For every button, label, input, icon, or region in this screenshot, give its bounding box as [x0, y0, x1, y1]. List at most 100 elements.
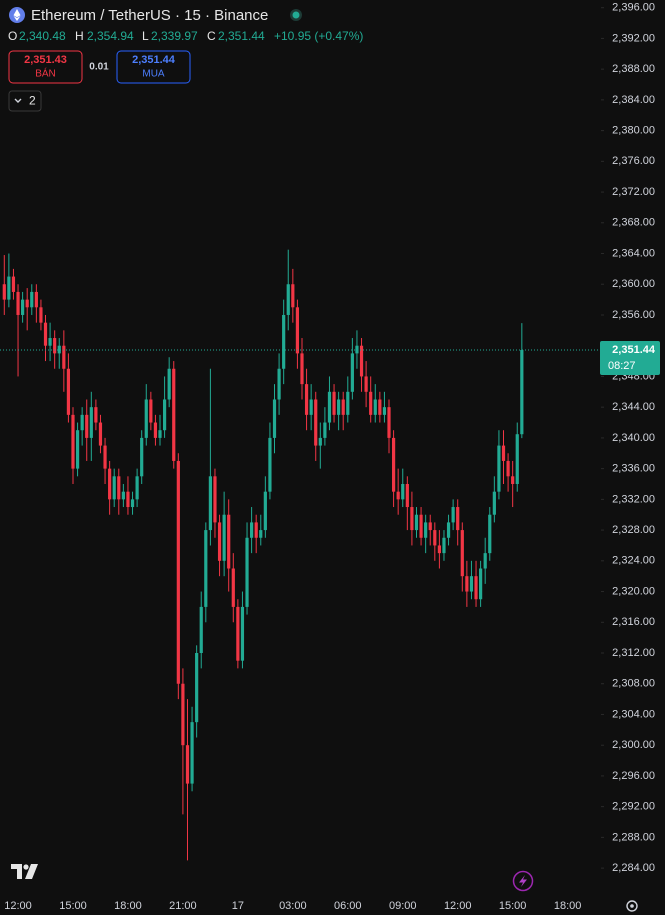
candle-body	[130, 499, 135, 508]
ohlc-value: 2,351.44	[218, 29, 265, 43]
candle-body	[282, 314, 286, 369]
x-tick-label: 18:00	[114, 900, 142, 912]
logo-part	[25, 864, 38, 879]
y-tick-label: 2,320.00	[612, 585, 655, 597]
candle-body	[314, 399, 318, 446]
candle-body	[295, 307, 300, 354]
candle-body	[341, 399, 345, 415]
candle-body	[7, 276, 11, 300]
candle-body	[332, 391, 336, 415]
candle-body	[263, 491, 267, 531]
alert-button[interactable]	[512, 870, 534, 892]
candle-body	[346, 391, 350, 415]
candle-body	[153, 422, 158, 438]
candle-body	[419, 514, 423, 538]
last-price-label: 2,351.44	[612, 344, 656, 356]
candle-body	[442, 537, 446, 554]
indicator-toggle[interactable]	[8, 90, 42, 112]
candle-body	[369, 391, 373, 415]
candle-body	[103, 445, 107, 469]
candle-body	[469, 576, 474, 592]
candle-body	[304, 384, 309, 415]
candle-body	[236, 606, 240, 661]
y-tick-label: 2,380.00	[612, 125, 655, 137]
candle-body	[460, 530, 464, 577]
y-tick-label: 2,292.00	[612, 801, 655, 813]
candle-body	[291, 284, 295, 308]
ohlc-key: H	[75, 29, 84, 43]
candle-body	[25, 299, 29, 308]
countdown-label: 08:27	[608, 360, 636, 372]
sell-button[interactable]	[8, 50, 83, 84]
y-tick-label: 2,384.00	[612, 94, 655, 106]
y-tick-label: 2,304.00	[612, 708, 655, 720]
candle-body	[245, 537, 249, 607]
x-tick-label: 12:00	[444, 900, 472, 912]
candle-body	[158, 430, 162, 438]
candle-body	[195, 653, 199, 723]
y-tick-label: 2,344.00	[612, 401, 655, 413]
candle-body	[135, 476, 139, 500]
candle-body	[57, 345, 61, 354]
price-change: +10.95 (+0.47%)	[274, 29, 363, 43]
candle-body	[337, 399, 341, 415]
candle-body	[48, 338, 52, 346]
ohlc-value: 2,339.97	[151, 29, 198, 43]
candle-body	[98, 422, 103, 446]
candle-body	[391, 437, 396, 492]
candle-body	[396, 491, 400, 500]
candle-body	[240, 606, 245, 661]
y-tick-label: 2,376.00	[612, 155, 655, 167]
candle-body	[208, 476, 212, 531]
x-tick-label: 15:00	[499, 900, 527, 912]
y-tick-label: 2,368.00	[612, 217, 655, 229]
candle-body	[501, 445, 506, 461]
chart-title: Ethereum / TetherUS · 15 · Binance	[31, 7, 268, 24]
candle-body	[89, 407, 93, 438]
candle-body	[21, 299, 25, 315]
buy-button[interactable]	[116, 50, 191, 84]
y-tick-label: 2,356.00	[612, 309, 655, 321]
candle-body	[144, 399, 148, 438]
candle-body	[254, 522, 258, 538]
candle-body	[300, 353, 304, 385]
candle-body	[437, 545, 441, 554]
candle-body	[446, 522, 451, 538]
candle-body	[309, 399, 313, 415]
x-tick-label: 15:00	[59, 900, 87, 912]
candle-body	[43, 322, 48, 346]
x-tick-label: 18:00	[554, 900, 582, 912]
candle-body	[382, 407, 387, 415]
settings-icon	[630, 904, 634, 908]
candle-body	[181, 683, 185, 746]
y-tick-label: 2,284.00	[612, 862, 655, 874]
y-tick-label: 2,312.00	[612, 647, 655, 659]
candle-body	[433, 530, 437, 546]
logo-part	[23, 864, 29, 870]
candle-body	[424, 522, 428, 538]
ohlc-key: O	[8, 29, 17, 43]
candle-body	[126, 491, 130, 508]
tradingview-logo	[11, 864, 38, 879]
candle-body	[401, 483, 405, 500]
lightning-icon	[519, 875, 527, 887]
y-tick-label: 2,388.00	[612, 63, 655, 75]
candle-body	[323, 422, 327, 438]
buy-price: 2,351.44	[132, 54, 176, 66]
ohlc-value: 2,340.48	[19, 29, 66, 43]
candle-body	[451, 507, 455, 523]
y-tick-label: 2,396.00	[612, 2, 655, 14]
x-tick-label: 03:00	[279, 900, 307, 912]
y-tick-label: 2,336.00	[612, 463, 655, 475]
candle-body	[204, 530, 208, 607]
settings-button[interactable]	[626, 900, 638, 912]
candle-body	[176, 460, 180, 684]
candle-body	[350, 353, 354, 392]
candle-body	[190, 722, 194, 784]
candle-body	[465, 576, 469, 592]
buy-label: MUA	[142, 69, 165, 80]
candle-body	[364, 376, 368, 392]
ohlc-key: C	[207, 29, 216, 43]
